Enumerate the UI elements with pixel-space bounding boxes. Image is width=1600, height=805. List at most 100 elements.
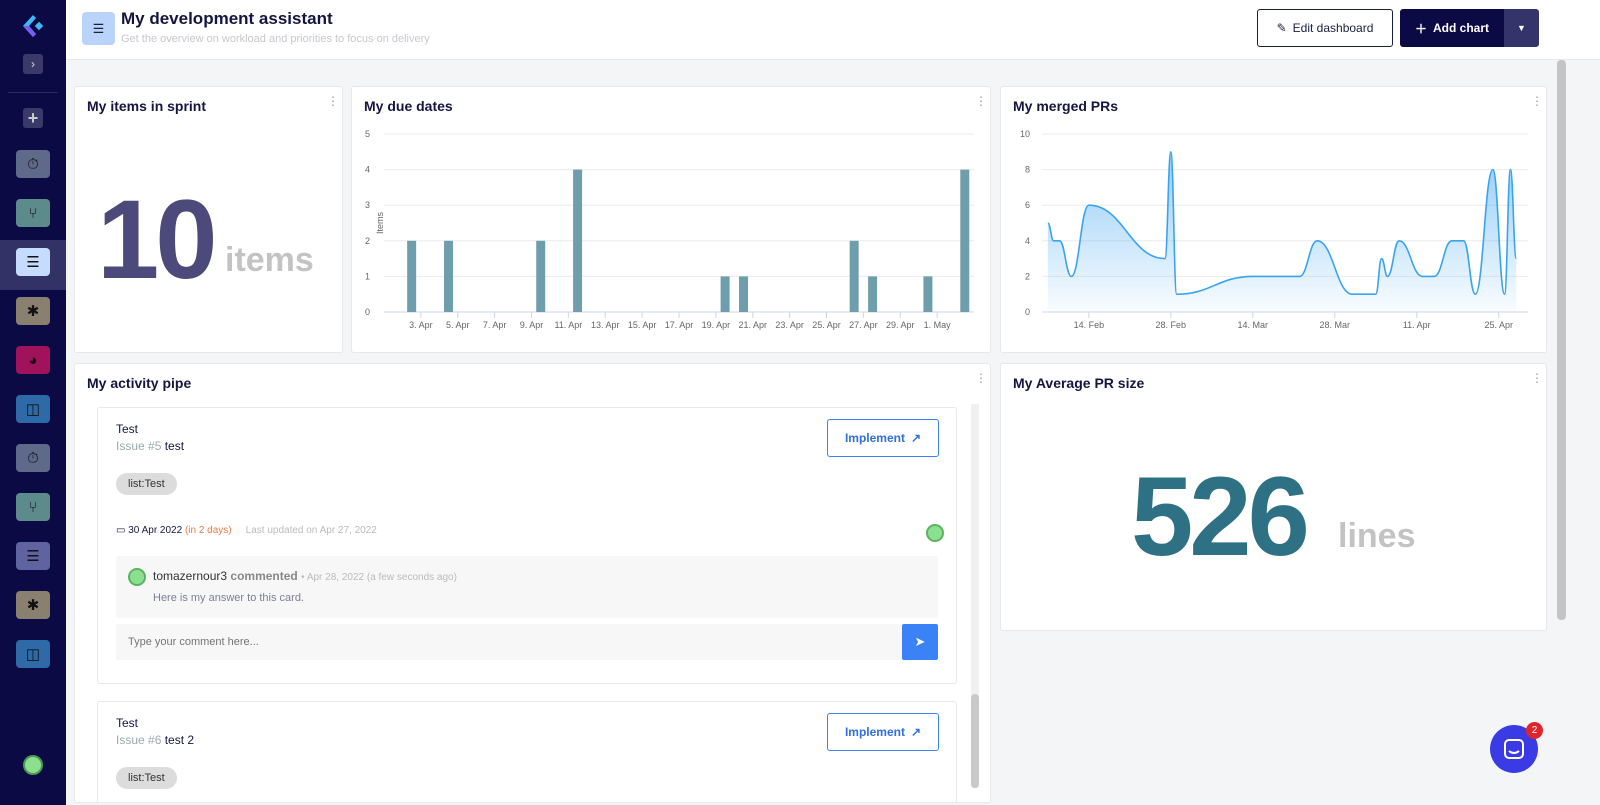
user-avatar[interactable] — [23, 755, 43, 775]
y-tick-label: 0 — [1025, 307, 1030, 317]
implement-button[interactable]: Implement ↗ — [827, 713, 939, 751]
plus-icon: ＋ — [1414, 21, 1427, 36]
item-title: Test — [116, 422, 139, 436]
calendar-icon: ▭ — [116, 525, 126, 536]
x-tick-label: 7. Apr — [483, 320, 507, 330]
sidebar-item-git-branch[interactable]: ⑂ — [16, 199, 50, 227]
sidebar-item-columns[interactable]: ◫ — [16, 395, 50, 423]
sidebar-item-git-branch[interactable]: ⑂ — [16, 493, 50, 521]
item-title: Test — [116, 716, 139, 730]
x-tick-label: 11. Apr — [1403, 320, 1431, 330]
due-dates-chart: 0 1 2 3 4 5 Items 3. Apr 5. Apr 7. Apr 9. Apr 11. A… — [365, 129, 974, 330]
x-tick-label: 1. May — [924, 320, 952, 330]
sidebar-item-checklist[interactable]: ☰ — [16, 542, 50, 570]
divider — [8, 92, 58, 93]
more-menu-icon[interactable]: ⋮ — [975, 371, 987, 385]
issue-number: Issue #5 — [116, 439, 162, 453]
page-title: My development assistant — [121, 9, 333, 28]
x-tick-label: 14. Feb — [1074, 320, 1105, 330]
add-dashboard-button[interactable]: + — [23, 108, 43, 128]
x-tick-label: 5. Apr — [446, 320, 470, 330]
commenter-avatar — [128, 568, 146, 586]
caret-down-icon: ▼ — [1517, 23, 1526, 33]
sidebar-item-columns[interactable]: ◫ — [16, 640, 50, 668]
card-average-pr-size: My Average PR size ⋮ 526 lines — [1000, 363, 1547, 631]
assignee-avatar[interactable] — [926, 524, 944, 542]
x-tick-label: 19. Apr — [702, 320, 731, 330]
x-tick-label: 21. Apr — [738, 320, 767, 330]
activity-item: Test Issue #6 test 2 Implement ↗ list:Tes… — [97, 701, 957, 802]
sidebar-item-bug[interactable]: ✱ — [16, 297, 50, 325]
timer-icon: ⏱ — [27, 155, 39, 173]
implement-label: Implement — [844, 725, 905, 739]
activity-scrollbar-thumb[interactable] — [971, 694, 979, 788]
x-tick-label: 17. Apr — [665, 320, 694, 330]
app-logo[interactable] — [19, 12, 47, 40]
list-tag[interactable]: list:Test — [116, 767, 177, 789]
add-chart-dropdown[interactable]: ▼ — [1504, 9, 1539, 47]
comment-text: Here is my answer to this card. — [153, 592, 304, 604]
list-tag[interactable]: list:Test — [116, 473, 177, 495]
x-tick-label: 23. Apr — [775, 320, 804, 330]
comment-date: Apr 28, 2022 — [306, 572, 365, 583]
bar — [444, 240, 454, 312]
implement-button[interactable]: Implement ↗ — [827, 419, 939, 457]
comment-action: commented — [230, 569, 298, 583]
sidebar-item-timer[interactable]: ⏱ — [16, 150, 50, 178]
area-fill — [1047, 151, 1517, 312]
x-tick-label: 28. Mar — [1320, 320, 1351, 330]
bar — [720, 276, 730, 312]
y-tick-label: 3 — [365, 200, 370, 210]
bar — [849, 240, 859, 312]
sidebar-item-pie-chart[interactable]: ◕ — [16, 346, 50, 374]
due-date-value: 30 Apr 2022 — [128, 525, 183, 536]
x-tick-label: 3. Apr — [409, 320, 433, 330]
bar — [407, 240, 417, 312]
more-menu-icon[interactable]: ⋮ — [1531, 371, 1543, 385]
item-issue[interactable]: Issue #6 test 2 — [116, 733, 194, 747]
x-tick-label: 29. Apr — [886, 320, 915, 330]
card-title: My Average PR size — [1013, 375, 1145, 391]
add-chart-button[interactable]: ＋ Add chart — [1400, 9, 1504, 47]
activity-item: Test Issue #5 test Implement ↗ list:Test … — [97, 407, 957, 684]
card-activity-pipe: My activity pipe ⋮ Test Issue #5 test Im… — [74, 363, 991, 803]
bar — [573, 169, 583, 312]
y-tick-label: 10 — [1020, 129, 1030, 139]
header: ☰ My development assistant Get the overv… — [66, 0, 1600, 60]
y-axis-label: Items — [375, 212, 385, 235]
card-items-in-sprint: My items in sprint ⋮ 10 items — [74, 86, 343, 353]
card-title: My due dates — [364, 98, 453, 114]
issue-name: test 2 — [164, 733, 195, 747]
edit-dashboard-button[interactable]: ✎ Edit dashboard — [1257, 9, 1393, 47]
sidebar-item-bug[interactable]: ✱ — [16, 591, 50, 619]
comment: tomazernour3 commented • Apr 28, 2022 (a… — [116, 556, 938, 618]
x-tick-label: 27. Apr — [849, 320, 878, 330]
comment-user: tomazernour3 — [153, 569, 228, 583]
send-button[interactable]: ➤ — [902, 624, 938, 660]
items-count: 10 — [97, 177, 218, 302]
activity-scrollbar[interactable] — [971, 404, 979, 788]
page-scrollbar[interactable] — [1557, 60, 1566, 620]
y-tick-label: 1 — [365, 271, 370, 281]
card-due-dates: My due dates ⋮ 0 1 2 3 4 5 Items 3. Apr 5. Apr 7.… — [351, 86, 991, 353]
checklist-icon: ☰ — [82, 12, 115, 45]
card-title: My items in sprint — [87, 98, 207, 114]
expand-sidebar-button[interactable]: › — [23, 54, 43, 74]
bar — [923, 276, 933, 312]
bar — [960, 169, 970, 312]
last-updated: Last updated on Apr 27, 2022 — [245, 525, 377, 536]
x-tick-label: 28. Feb — [1156, 320, 1187, 330]
checklist-icon: ☰ — [26, 254, 40, 271]
item-issue[interactable]: Issue #5 test — [116, 439, 184, 453]
comment-input[interactable] — [116, 624, 902, 660]
due-relative: (in 2 days) — [184, 525, 232, 536]
edit-dashboard-label: Edit dashboard — [1292, 21, 1374, 35]
x-tick-label: 11. Apr — [554, 320, 582, 330]
sidebar-item-timer[interactable]: ⏱ — [16, 444, 50, 472]
bar — [536, 240, 546, 312]
bar — [739, 276, 749, 312]
more-menu-icon[interactable]: ⋮ — [327, 94, 339, 108]
x-tick-label: 15. Apr — [628, 320, 657, 330]
sidebar-item-checklist[interactable]: ☰ — [16, 248, 50, 276]
sidebar: › + ⏱ ⑂ ☰ ✱ ◕ ◫ ⏱ ⑂ ☰ ✱ ◫ — [0, 0, 66, 805]
